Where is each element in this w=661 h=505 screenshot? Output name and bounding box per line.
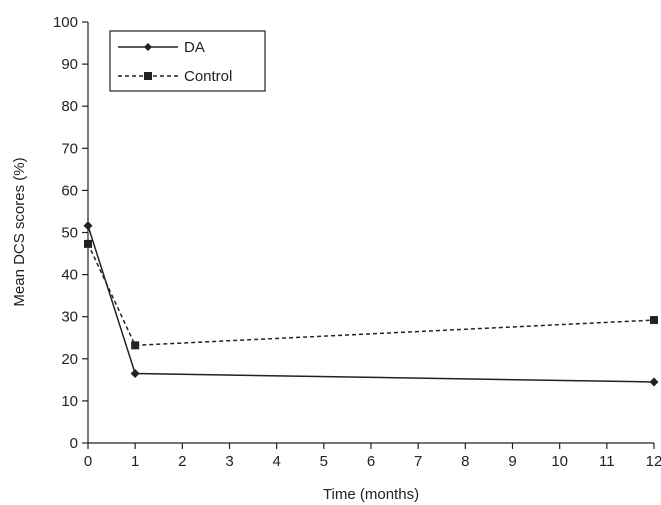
data-point-control — [650, 316, 658, 325]
x-tick-label: 4 — [272, 453, 280, 470]
x-tick-label: 10 — [551, 453, 568, 470]
legend-label-control: Control — [184, 68, 232, 85]
y-axis-ticks: 0 10 20 30 40 50 60 70 80 90 100 — [53, 14, 88, 452]
legend-marker-da — [144, 43, 152, 51]
legend-box — [109, 30, 266, 92]
x-tick-label: 7 — [414, 453, 422, 470]
x-tick-label: 12 — [646, 453, 661, 470]
x-tick-label: 5 — [320, 453, 328, 470]
legend: DA Control — [109, 30, 266, 92]
y-tick-label: 90 — [61, 56, 78, 73]
x-tick-label: 11 — [599, 453, 615, 470]
data-point-control — [131, 341, 140, 350]
x-axis-ticks: 0 1 2 3 4 5 6 7 8 9 10 11 12 — [84, 443, 661, 470]
series-layer — [83, 221, 659, 387]
y-tick-label: 30 — [61, 309, 78, 326]
y-tick-label: 70 — [61, 140, 78, 157]
x-tick-label: 9 — [508, 453, 516, 470]
data-point-da — [130, 369, 140, 379]
data-point-da — [83, 221, 93, 231]
x-tick-label: 3 — [225, 453, 233, 470]
y-tick-label: 50 — [61, 225, 78, 242]
x-tick-label: 8 — [461, 453, 469, 470]
data-point-control — [84, 239, 92, 248]
x-tick-label: 1 — [131, 453, 139, 470]
y-tick-label: 10 — [61, 393, 78, 410]
y-tick-label: 60 — [61, 182, 78, 199]
series-line-control — [87, 243, 655, 347]
y-tick-label: 80 — [61, 98, 78, 115]
y-axis-label: Mean DCS scores (%) — [11, 157, 28, 306]
series-line-da — [87, 225, 655, 383]
y-tick-label: 100 — [53, 14, 78, 31]
y-tick-label: 40 — [61, 267, 78, 284]
data-point-da — [649, 377, 659, 387]
x-axis-label: Time (months) — [323, 486, 419, 503]
x-tick-label: 2 — [178, 453, 186, 470]
y-tick-label: 20 — [61, 351, 78, 368]
x-tick-label: 0 — [84, 453, 92, 470]
x-tick-label: 6 — [367, 453, 375, 470]
legend-marker-control — [144, 72, 152, 80]
legend-label-da: DA — [184, 39, 205, 56]
y-tick-label: 0 — [70, 435, 78, 452]
